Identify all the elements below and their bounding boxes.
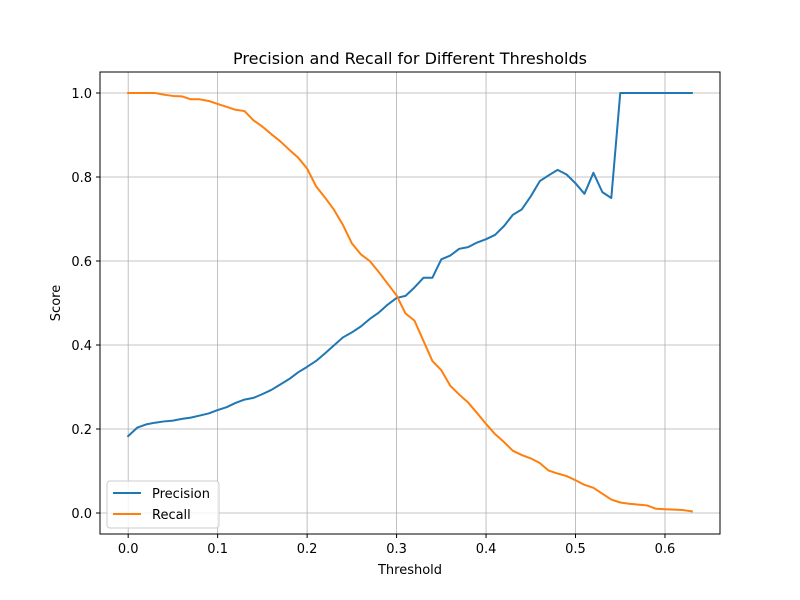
y-tick-label: 0.2 [71, 423, 92, 438]
x-tick-label: 0.2 [297, 542, 318, 557]
x-tick-label: 0.6 [655, 542, 676, 557]
x-tick-label: 0.0 [118, 542, 139, 557]
x-tick-label: 0.3 [386, 542, 407, 557]
y-tick-label: 1.0 [71, 87, 92, 102]
chart-title: Precision and Recall for Different Thres… [233, 49, 587, 68]
plot-frame [99, 71, 721, 535]
y-tick-label: 0.6 [71, 255, 92, 270]
y-tick-label: 0.8 [71, 171, 92, 186]
legend: Precision Recall [106, 480, 220, 529]
x-tick-label: 0.5 [565, 542, 586, 557]
series-line-precision [126, 92, 693, 438]
x-tick-label: 0.1 [207, 542, 228, 557]
legend-label-recall: Recall [152, 508, 191, 523]
y-tick-label: 0.4 [71, 339, 92, 354]
x-axis-title: Threshold [377, 563, 442, 578]
y-axis-title: Score [49, 285, 64, 321]
y-tick-label: 0.0 [71, 507, 92, 522]
series-lines [126, 92, 693, 513]
legend-label-precision: Precision [152, 487, 210, 502]
axis-ticks: 0.0 0.1 0.2 0.3 0.4 0.5 0.6 0.0 0.2 0.4 0.6 0.8 1.0 [71, 87, 675, 557]
x-tick-label: 0.4 [476, 542, 497, 557]
series-line-recall [127, 92, 693, 513]
